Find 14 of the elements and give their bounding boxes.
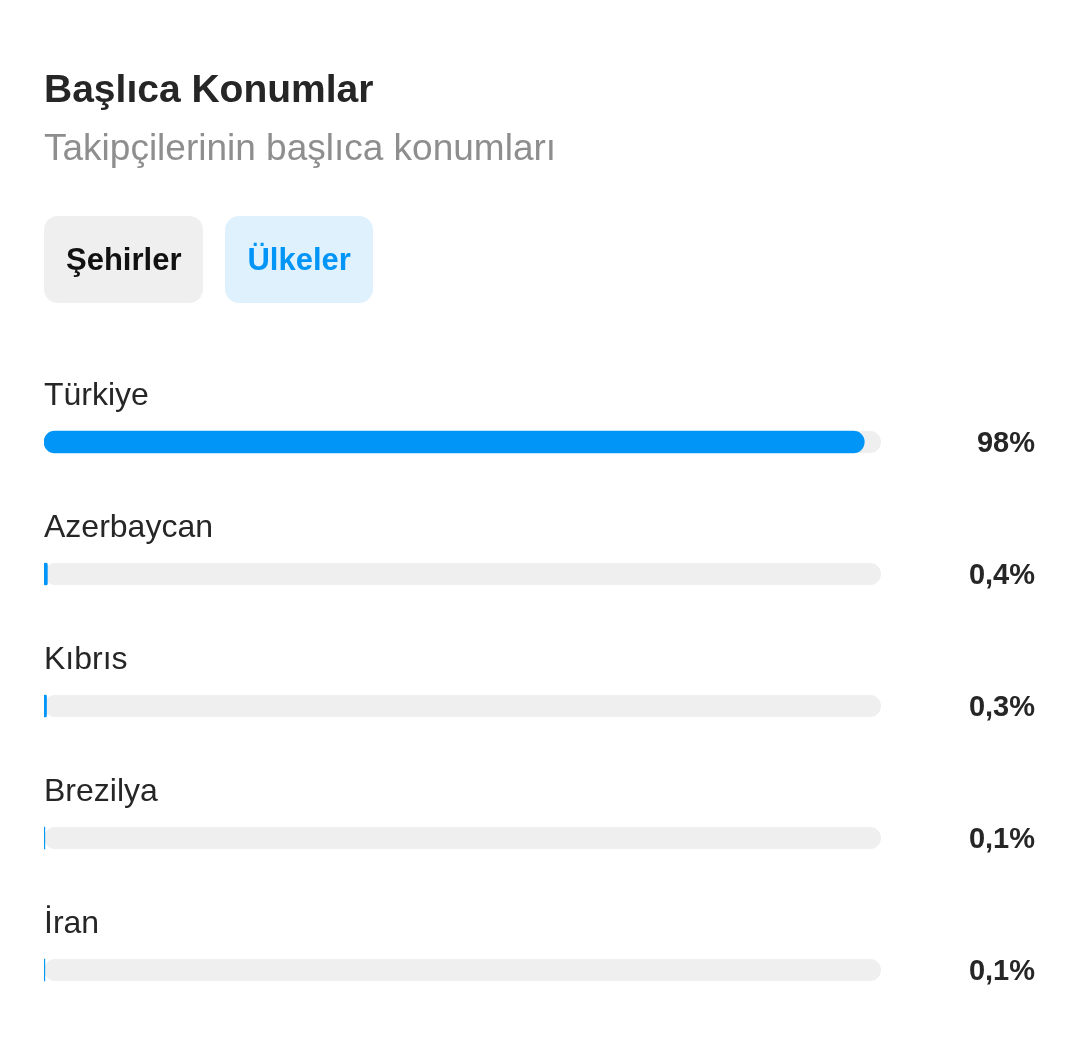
chart-subtitle: Takipçilerinin başlıca konumları [44,126,557,170]
chart-title: Başlıca Konumlar [44,66,374,112]
data-label: 0,4% [968,558,1036,590]
y-tick-label: Türkiye [44,376,149,412]
y-tick-label: Brezilya [44,772,159,808]
data-label: 0,3% [968,690,1036,722]
y-tick-label: Azerbaycan [44,508,213,544]
y-tick-label: Kıbrıs [44,640,128,676]
data-label: 0,1% [968,822,1036,854]
y-tick-label: İran [44,904,100,940]
data-label: 0,1% [968,954,1036,986]
bar [44,430,865,454]
tab[interactable]: Şehirler [44,216,204,303]
data-label: 98% [976,426,1036,458]
